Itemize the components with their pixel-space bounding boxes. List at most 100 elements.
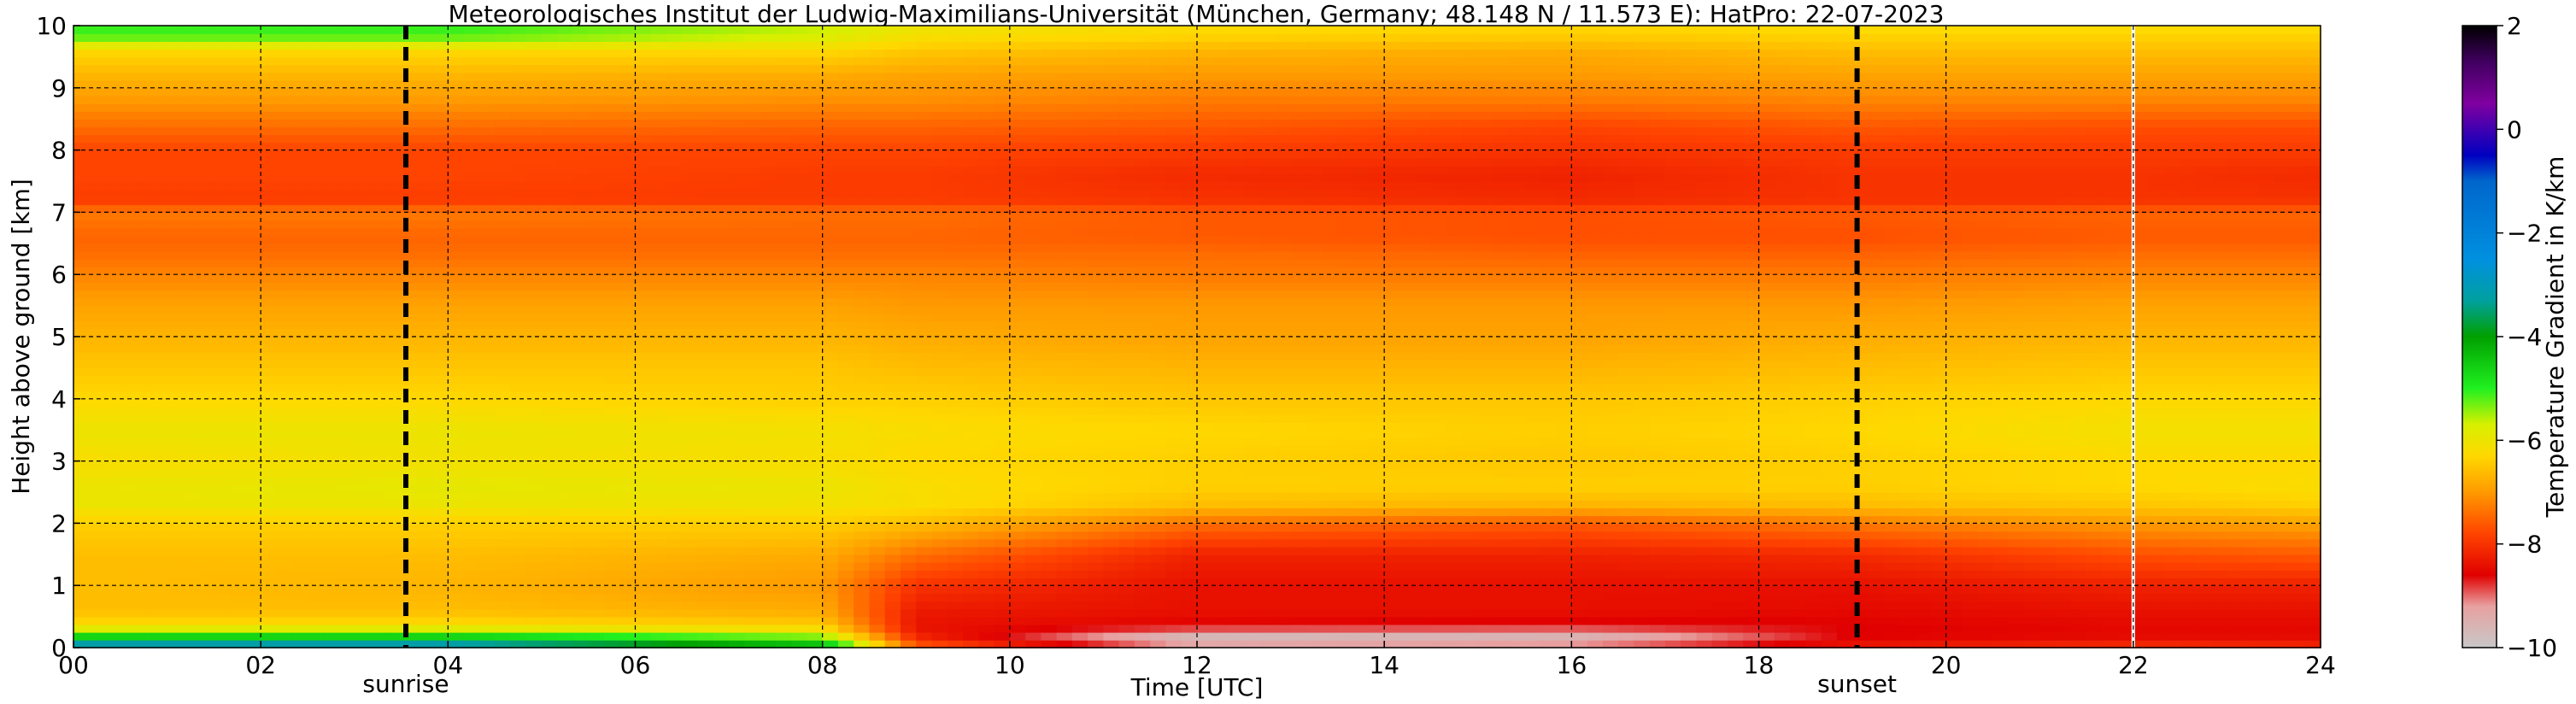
heatmap-cell: [994, 212, 1011, 221]
heatmap-cell: [73, 181, 91, 190]
heatmap-cell: [822, 375, 839, 384]
heatmap-cell: [1025, 406, 1042, 415]
heatmap-cell: [963, 181, 980, 190]
heatmap-cell: [89, 523, 106, 532]
heatmap-cell: [370, 41, 387, 50]
heatmap-cell: [229, 422, 246, 431]
heatmap-cell: [307, 538, 325, 548]
heatmap-cell: [401, 461, 418, 470]
heatmap-cell: [525, 523, 543, 532]
heatmap-cell: [603, 72, 621, 81]
heatmap-cell: [744, 593, 761, 602]
heatmap-cell: [307, 111, 325, 120]
heatmap-cell: [963, 64, 980, 73]
heatmap-cell: [244, 274, 261, 284]
heatmap-cell: [416, 500, 433, 508]
heatmap-cell: [729, 484, 746, 493]
heatmap-cell: [416, 390, 433, 400]
heatmap-cell: [291, 235, 308, 244]
heatmap-cell: [261, 468, 278, 478]
heatmap-cell: [385, 437, 402, 447]
heatmap-cell: [1025, 26, 1042, 34]
heatmap-cell: [931, 41, 948, 50]
heatmap-cell: [338, 95, 355, 104]
heatmap-cell: [791, 383, 808, 392]
heatmap-cell: [900, 430, 918, 439]
heatmap-cell: [869, 445, 886, 455]
heatmap-cell: [432, 49, 449, 58]
heatmap-cell: [837, 111, 854, 120]
heatmap-cell: [1025, 119, 1042, 128]
heatmap-cell: [354, 445, 371, 455]
heatmap-cell: [963, 484, 980, 493]
heatmap-cell: [916, 126, 933, 136]
heatmap-cell: [916, 554, 933, 563]
heatmap-cell: [1025, 79, 1042, 89]
heatmap-cell: [947, 390, 964, 400]
heatmap-cell: [900, 204, 918, 214]
heatmap-cell: [994, 64, 1011, 73]
heatmap-cell: [650, 95, 667, 104]
heatmap-cell: [588, 250, 605, 260]
heatmap-cell: [541, 79, 558, 89]
heatmap-cell: [916, 360, 933, 369]
heatmap-cell: [323, 250, 340, 260]
heatmap-cell: [603, 64, 621, 73]
heatmap-cell: [229, 515, 246, 525]
heatmap-cell: [385, 173, 402, 182]
heatmap-cell: [244, 585, 261, 595]
heatmap-cell: [229, 305, 246, 314]
heatmap-cell: [448, 531, 465, 540]
heatmap-cell: [338, 305, 355, 314]
heatmap-cell: [869, 639, 886, 648]
heatmap-cell: [338, 204, 355, 214]
heatmap-cell: [541, 197, 558, 206]
heatmap-cell: [370, 484, 387, 493]
heatmap-cell: [525, 352, 543, 361]
heatmap-cell: [572, 157, 590, 167]
heatmap-cell: [791, 297, 808, 307]
heatmap-cell: [635, 624, 652, 633]
heatmap-cell: [432, 79, 449, 89]
heatmap-cell: [603, 639, 621, 648]
heatmap-cell: [463, 523, 480, 532]
heatmap-cell: [73, 235, 91, 244]
heatmap-cell: [900, 227, 918, 237]
heatmap-cell: [854, 570, 871, 578]
heatmap-cell: [73, 33, 91, 42]
heatmap-cell: [588, 220, 605, 229]
heatmap-cell: [104, 422, 121, 431]
heatmap-cell: [822, 593, 839, 602]
heatmap-cell: [807, 445, 824, 455]
heatmap-cell: [338, 235, 355, 244]
heatmap-cell: [603, 173, 621, 182]
heatmap-cell: [837, 445, 854, 455]
heatmap-cell: [884, 243, 901, 252]
heatmap-cell: [619, 578, 637, 586]
heatmap-cell: [557, 181, 574, 190]
heatmap-cell: [307, 383, 325, 392]
heatmap-cell: [963, 538, 980, 548]
heatmap-cell: [697, 430, 714, 439]
heatmap-cell: [791, 33, 808, 42]
heatmap-cell: [244, 111, 261, 120]
heatmap-cell: [370, 445, 387, 455]
heatmap-cell: [370, 578, 387, 586]
heatmap-cell: [884, 515, 901, 525]
heatmap-cell: [463, 578, 480, 586]
heatmap-cell: [822, 235, 839, 244]
heatmap-cell: [900, 453, 918, 462]
heatmap-cell: [261, 95, 278, 104]
heatmap-cell: [385, 352, 402, 361]
heatmap-cell: [448, 383, 465, 392]
heatmap-cell: [635, 26, 652, 34]
heatmap-cell: [104, 26, 121, 34]
heatmap-cell: [244, 453, 261, 462]
heatmap-cell: [869, 507, 886, 517]
heatmap-cell: [822, 352, 839, 361]
heatmap-cell: [650, 453, 667, 462]
heatmap-cell: [541, 49, 558, 58]
heatmap-cell: [510, 290, 527, 299]
heatmap-cell: [448, 282, 465, 291]
heatmap-cell: [729, 624, 746, 633]
